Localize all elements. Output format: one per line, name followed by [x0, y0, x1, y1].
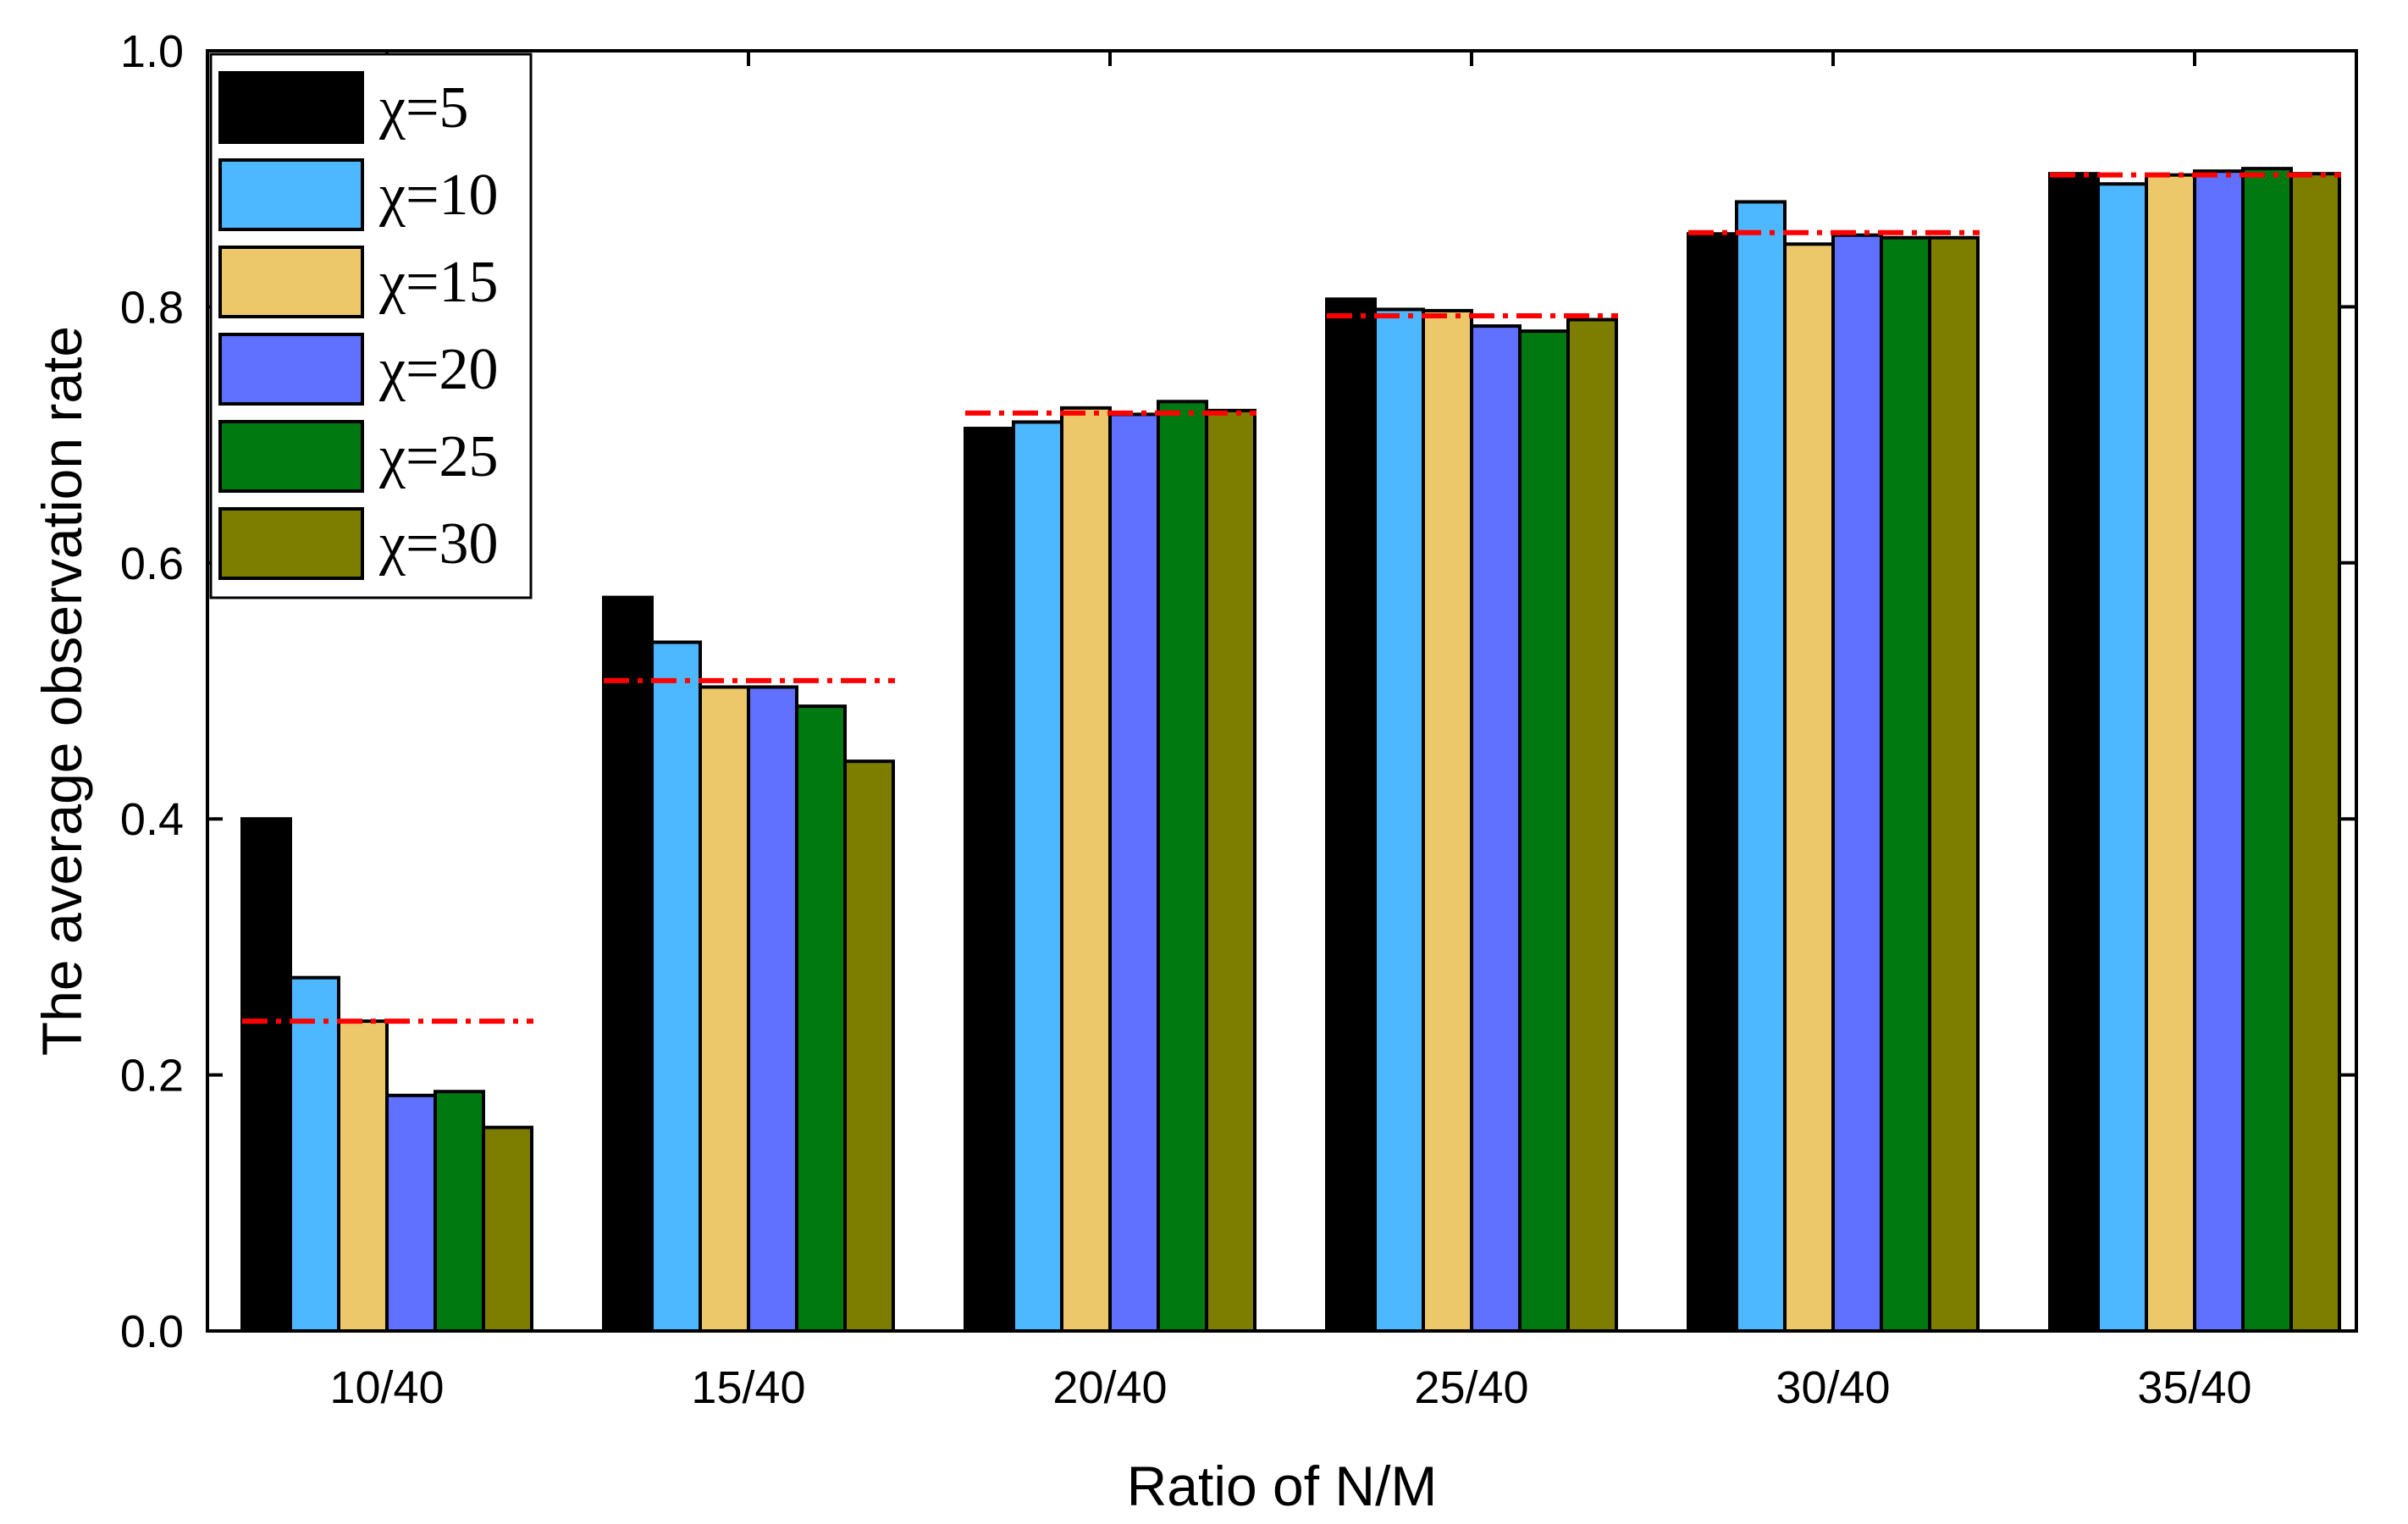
bar-30-40-series-1 — [1687, 232, 1738, 1334]
y-tick-label: 0.8 — [120, 282, 184, 333]
bar-25-40-series-2 — [1373, 307, 1425, 1334]
x-tick-label: 20/40 — [1052, 1362, 1167, 1413]
x-tick-label: 30/40 — [1776, 1362, 1890, 1413]
bar-20-40-series-1 — [964, 427, 1015, 1333]
bar-10-40-series-2 — [289, 975, 340, 1333]
legend-swatch-series-1 — [218, 71, 364, 144]
bar-10-40-series-5 — [434, 1090, 485, 1333]
bar-30-40-series-3 — [1783, 242, 1835, 1333]
y-tick-label: 0.6 — [120, 538, 184, 589]
legend-swatch-series-3 — [218, 246, 364, 318]
bars-layer — [240, 167, 2341, 1334]
x-axis-title: Ratio of N/M — [1127, 1455, 1438, 1517]
bar-35-40-series-5 — [2241, 167, 2293, 1333]
x-tick-label: 15/40 — [691, 1362, 805, 1413]
bar-15-40-series-1 — [602, 595, 654, 1333]
y-tick-label: 0.4 — [120, 794, 184, 845]
y-tick-label: 0.2 — [120, 1051, 184, 1102]
bar-15-40-series-4 — [747, 685, 798, 1333]
bar-20-40-series-4 — [1108, 412, 1160, 1334]
bar-25-40-series-1 — [1325, 297, 1377, 1333]
plot-frame — [206, 49, 2358, 1333]
legend-label-series-1: χ=5 — [378, 75, 469, 141]
bar-20-40-series-6 — [1205, 408, 1256, 1334]
bar-10-40-series-4 — [385, 1093, 437, 1333]
legend-label-series-2: χ=10 — [378, 163, 499, 228]
bar-20-40-series-3 — [1060, 406, 1112, 1333]
reference-lines-layer — [242, 172, 2341, 1024]
bar-30-40-series-4 — [1831, 233, 1883, 1333]
bar-15-40-series-5 — [795, 704, 847, 1333]
y-tick-label: 1.0 — [120, 26, 184, 77]
x-tick-label: 25/40 — [1414, 1362, 1528, 1413]
legend-label-series-5: χ=25 — [378, 424, 499, 489]
legend-swatch-series-5 — [218, 420, 364, 493]
bar-15-40-series-6 — [843, 759, 895, 1333]
bar-35-40-series-3 — [2145, 173, 2196, 1334]
legend-swatch-series-6 — [218, 507, 364, 580]
bar-30-40-series-2 — [1735, 200, 1787, 1333]
y-axis-title: The average observation rate — [30, 326, 93, 1056]
bar-25-40-series-4 — [1470, 324, 1522, 1334]
bar-35-40-series-2 — [2096, 182, 2148, 1333]
bar-30-40-series-5 — [1880, 235, 1931, 1334]
bar-15-40-series-3 — [699, 685, 750, 1333]
bar-10-40-series-1 — [240, 817, 292, 1333]
legend-label-series-6: χ=30 — [378, 511, 499, 577]
legend-label-series-4: χ=20 — [378, 337, 499, 402]
bar-35-40-series-4 — [2193, 169, 2245, 1333]
bar-10-40-series-3 — [337, 1019, 389, 1333]
bar-25-40-series-3 — [1422, 308, 1473, 1333]
bar-25-40-series-6 — [1566, 318, 1618, 1333]
bar-35-40-series-6 — [2289, 172, 2341, 1334]
y-tick-label: 0.0 — [120, 1306, 184, 1357]
bar-30-40-series-6 — [1928, 235, 1980, 1334]
x-tick-label: 35/40 — [2137, 1362, 2251, 1413]
x-tick-label: 10/40 — [329, 1362, 444, 1413]
bar-20-40-series-2 — [1012, 420, 1063, 1334]
bar-35-40-series-1 — [2048, 172, 2100, 1334]
legend: χ=5 χ=10 χ=15 χ=20 χ=25 χ=30 — [209, 52, 533, 599]
legend-label-series-3: χ=15 — [378, 250, 499, 315]
legend-swatch-series-2 — [218, 158, 364, 231]
bar-15-40-series-2 — [650, 640, 702, 1333]
bar-20-40-series-5 — [1157, 400, 1208, 1334]
bar-25-40-series-5 — [1518, 329, 1570, 1333]
legend-swatch-series-4 — [218, 333, 364, 406]
bar-10-40-series-6 — [482, 1125, 533, 1334]
